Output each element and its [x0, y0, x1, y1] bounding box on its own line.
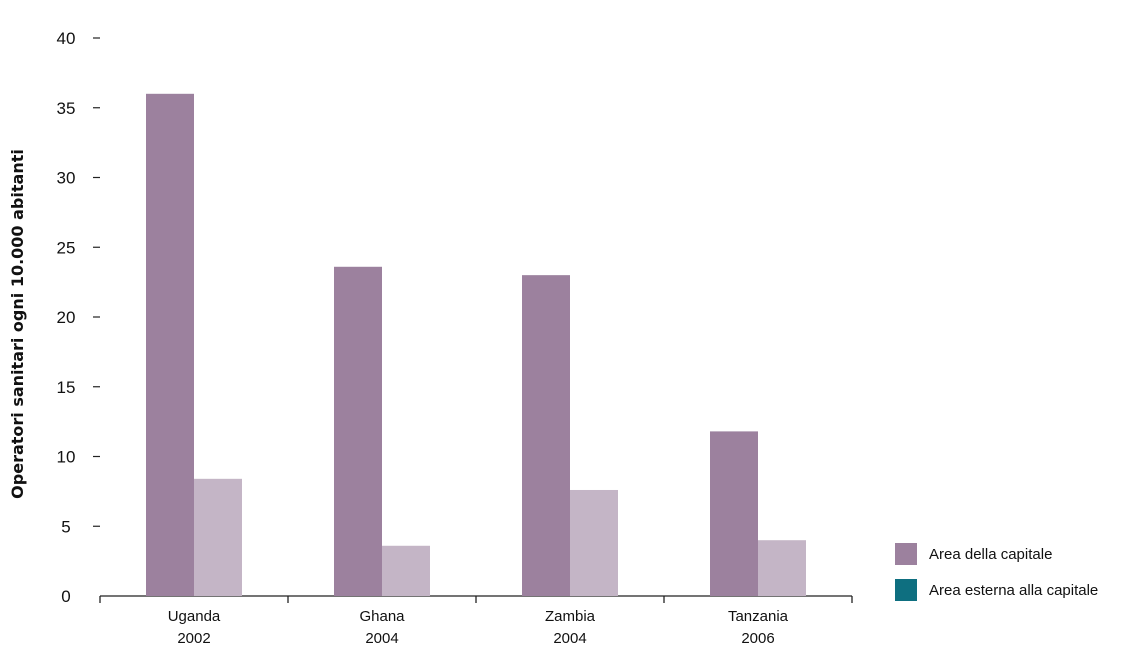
y-tick-label: 5: [61, 517, 70, 536]
bar-ghana-series-1: [334, 266, 382, 596]
x-category-year: 2004: [553, 630, 586, 647]
legend-label: Area della capitale: [929, 546, 1052, 563]
x-category-label: Uganda: [168, 608, 221, 625]
y-axis-label: Operatori sanitari ogni 10.000 abitanti: [8, 149, 27, 499]
category-labels: Uganda 2002 Ghana 2004 Zambia 2004 Tanzania 200…: [168, 608, 789, 647]
legend-swatch: [895, 579, 917, 601]
y-tick-label: 30: [57, 169, 76, 188]
bar-uganda-series-2: [194, 478, 242, 596]
y-tick-label: 0: [61, 587, 70, 606]
y-tick-label: 15: [57, 378, 76, 397]
y-tick-label: 25: [57, 238, 76, 257]
x-axis: [99, 595, 853, 603]
bar-ghana-series-2: [382, 545, 430, 596]
y-tick-label: 10: [57, 448, 76, 467]
bar-uganda-series-1: [146, 93, 194, 597]
x-category-year: 2006: [741, 630, 774, 647]
x-category-label: Tanzania: [728, 608, 789, 625]
x-category-label: Ghana: [359, 608, 405, 625]
x-category-year: 2004: [365, 630, 398, 647]
legend: Area della capitale Area esterna alla cap…: [895, 543, 1098, 601]
bar-tanzania-series-1: [710, 431, 758, 596]
bars: [146, 93, 806, 597]
y-tick-label: 35: [57, 99, 76, 118]
x-category-year: 2002: [177, 630, 210, 647]
bar-zambia-series-1: [522, 275, 570, 596]
x-category-label: Zambia: [545, 608, 596, 625]
y-tick-label: 40: [57, 29, 76, 48]
bar-zambia-series-2: [570, 489, 618, 596]
legend-swatch: [895, 543, 917, 565]
bar-tanzania-series-2: [758, 540, 806, 596]
y-axis: 0 5 10 15 20 25 30 35 40: [57, 29, 100, 606]
legend-label: Area esterna alla capitale: [929, 582, 1098, 599]
y-tick-label: 20: [57, 308, 76, 327]
